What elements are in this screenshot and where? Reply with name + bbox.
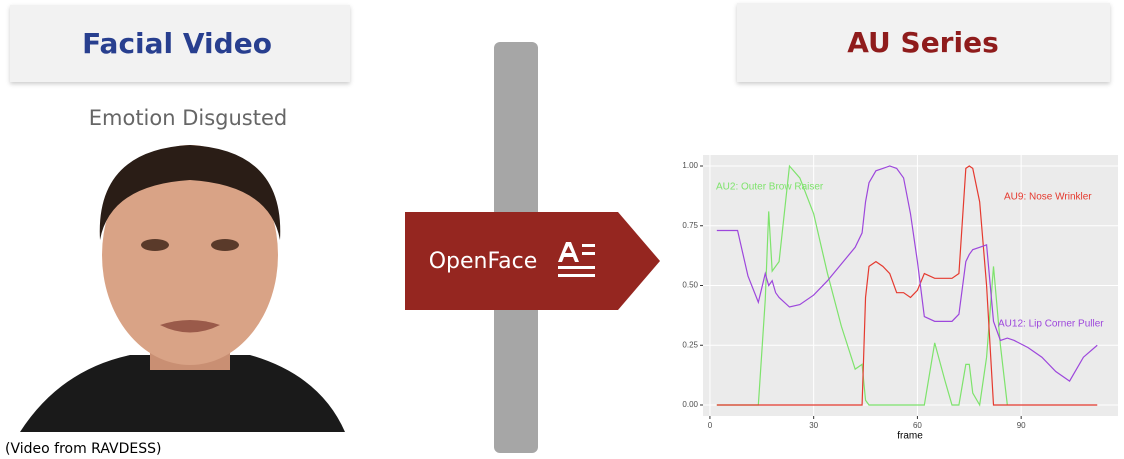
y-tick-label: 0.75 [682, 221, 698, 230]
series-line [716, 165, 1098, 382]
right-title-box [737, 3, 1110, 82]
left-title-box [10, 5, 350, 82]
x-tick-label: 0 [708, 421, 713, 430]
right-title: AU Series [847, 26, 999, 59]
credit: (Video from RAVDESS) [5, 441, 161, 457]
series-line [716, 165, 1098, 406]
left-title: Facial Video [82, 27, 272, 60]
face-photo [20, 145, 345, 432]
series-label: AU2: Outer Brow Raiser [716, 182, 824, 193]
openface-arrow [405, 212, 660, 310]
arrow-label: OpenFace [429, 249, 538, 274]
x-tick-label: 90 [1017, 421, 1026, 430]
x-tick-label: 60 [913, 421, 922, 430]
y-tick-label: 1.00 [682, 161, 698, 170]
series-label: AU12: Lip Corner Puller [998, 319, 1104, 330]
series-line [716, 164, 1008, 407]
caption: Emotion Disgusted [89, 106, 288, 130]
y-tick-label: 0.50 [682, 281, 698, 290]
y-tick-label: 0.00 [682, 400, 698, 409]
x-tick-label: 30 [809, 421, 818, 430]
series-label: AU9: Nose Wrinkler [1004, 192, 1092, 203]
openface-icon [558, 242, 595, 277]
x-axis-label: frame [897, 431, 923, 442]
y-tick-label: 0.25 [682, 340, 698, 349]
